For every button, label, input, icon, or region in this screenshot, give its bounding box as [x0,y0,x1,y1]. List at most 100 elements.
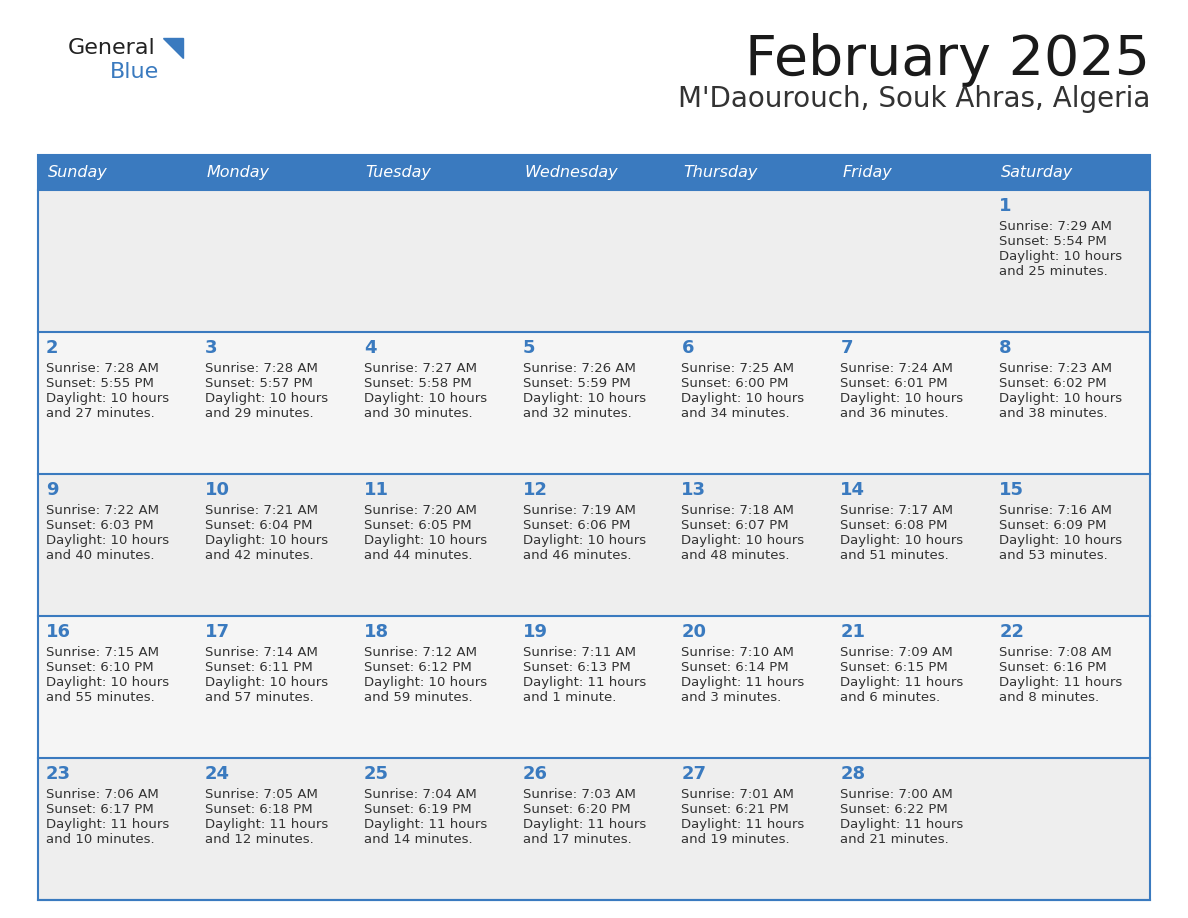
Text: and 46 minutes.: and 46 minutes. [523,549,631,562]
Text: Sunset: 6:06 PM: Sunset: 6:06 PM [523,519,630,532]
Text: Daylight: 10 hours: Daylight: 10 hours [46,392,169,405]
Text: 11: 11 [364,481,388,499]
Text: Daylight: 11 hours: Daylight: 11 hours [523,676,646,689]
Text: Sunset: 6:21 PM: Sunset: 6:21 PM [682,803,789,816]
Text: Sunrise: 7:11 AM: Sunrise: 7:11 AM [523,646,636,659]
Text: 4: 4 [364,339,377,357]
Text: 7: 7 [840,339,853,357]
Text: and 42 minutes.: and 42 minutes. [204,549,314,562]
Bar [38,474,1150,616]
Text: Sunrise: 7:17 AM: Sunrise: 7:17 AM [840,504,953,517]
Text: Daylight: 10 hours: Daylight: 10 hours [999,392,1123,405]
Text: M'Daourouch, Souk Ahras, Algeria: M'Daourouch, Souk Ahras, Algeria [677,85,1150,113]
Text: Sunset: 6:02 PM: Sunset: 6:02 PM [999,377,1107,390]
Text: Daylight: 10 hours: Daylight: 10 hours [840,534,963,547]
Text: Sunrise: 7:08 AM: Sunrise: 7:08 AM [999,646,1112,659]
Text: Sunset: 6:12 PM: Sunset: 6:12 PM [364,661,472,674]
Text: and 40 minutes.: and 40 minutes. [46,549,154,562]
Text: Sunset: 5:54 PM: Sunset: 5:54 PM [999,235,1107,248]
Text: Blue: Blue [110,62,159,82]
Polygon shape [163,38,183,58]
Text: 18: 18 [364,623,388,641]
Text: Sunrise: 7:05 AM: Sunrise: 7:05 AM [204,788,317,801]
Text: Sunrise: 7:09 AM: Sunrise: 7:09 AM [840,646,953,659]
Text: 6: 6 [682,339,694,357]
Text: Daylight: 11 hours: Daylight: 11 hours [204,818,328,831]
Text: Tuesday: Tuesday [366,165,431,180]
Text: Sunset: 6:13 PM: Sunset: 6:13 PM [523,661,631,674]
Text: Sunset: 5:57 PM: Sunset: 5:57 PM [204,377,312,390]
Text: Sunrise: 7:04 AM: Sunrise: 7:04 AM [364,788,476,801]
Text: General: General [68,38,156,58]
Text: Monday: Monday [207,165,270,180]
Text: and 6 minutes.: and 6 minutes. [840,691,941,704]
Bar [38,155,1150,900]
Text: and 27 minutes.: and 27 minutes. [46,407,154,420]
Text: Sunset: 6:05 PM: Sunset: 6:05 PM [364,519,472,532]
Text: Sunrise: 7:20 AM: Sunrise: 7:20 AM [364,504,476,517]
Text: Sunset: 6:07 PM: Sunset: 6:07 PM [682,519,789,532]
Text: Daylight: 11 hours: Daylight: 11 hours [682,676,804,689]
Text: Sunrise: 7:15 AM: Sunrise: 7:15 AM [46,646,159,659]
Text: and 1 minute.: and 1 minute. [523,691,615,704]
Text: and 8 minutes.: and 8 minutes. [999,691,1099,704]
Text: 14: 14 [840,481,865,499]
Bar [38,155,1150,190]
Text: 21: 21 [840,623,865,641]
Text: and 10 minutes.: and 10 minutes. [46,833,154,846]
Text: Sunrise: 7:18 AM: Sunrise: 7:18 AM [682,504,795,517]
Text: Sunrise: 7:25 AM: Sunrise: 7:25 AM [682,362,795,375]
Text: Sunset: 5:58 PM: Sunset: 5:58 PM [364,377,472,390]
Text: 17: 17 [204,623,229,641]
Text: Daylight: 11 hours: Daylight: 11 hours [999,676,1123,689]
Text: Sunrise: 7:23 AM: Sunrise: 7:23 AM [999,362,1112,375]
Text: 26: 26 [523,765,548,783]
Text: Daylight: 10 hours: Daylight: 10 hours [999,534,1123,547]
Text: Daylight: 11 hours: Daylight: 11 hours [46,818,169,831]
Text: Daylight: 11 hours: Daylight: 11 hours [364,818,487,831]
Text: Sunset: 6:18 PM: Sunset: 6:18 PM [204,803,312,816]
Text: Sunday: Sunday [48,165,108,180]
Text: Sunrise: 7:01 AM: Sunrise: 7:01 AM [682,788,795,801]
Text: Sunrise: 7:27 AM: Sunrise: 7:27 AM [364,362,476,375]
Text: Sunset: 6:09 PM: Sunset: 6:09 PM [999,519,1107,532]
Text: Daylight: 10 hours: Daylight: 10 hours [682,392,804,405]
Text: Sunset: 6:14 PM: Sunset: 6:14 PM [682,661,789,674]
Text: Daylight: 11 hours: Daylight: 11 hours [840,818,963,831]
Text: 22: 22 [999,623,1024,641]
Text: Sunrise: 7:19 AM: Sunrise: 7:19 AM [523,504,636,517]
Text: Sunset: 6:20 PM: Sunset: 6:20 PM [523,803,630,816]
Text: Daylight: 10 hours: Daylight: 10 hours [364,676,487,689]
Text: 23: 23 [46,765,71,783]
Text: Sunrise: 7:29 AM: Sunrise: 7:29 AM [999,220,1112,233]
Text: and 14 minutes.: and 14 minutes. [364,833,473,846]
Text: Sunset: 6:04 PM: Sunset: 6:04 PM [204,519,312,532]
Text: 3: 3 [204,339,217,357]
Text: and 44 minutes.: and 44 minutes. [364,549,472,562]
Bar [38,616,1150,758]
Text: Daylight: 10 hours: Daylight: 10 hours [46,676,169,689]
Text: and 48 minutes.: and 48 minutes. [682,549,790,562]
Text: and 57 minutes.: and 57 minutes. [204,691,314,704]
Text: Daylight: 10 hours: Daylight: 10 hours [682,534,804,547]
Text: Daylight: 10 hours: Daylight: 10 hours [364,392,487,405]
Text: Sunrise: 7:21 AM: Sunrise: 7:21 AM [204,504,318,517]
Text: and 17 minutes.: and 17 minutes. [523,833,631,846]
Text: Sunrise: 7:22 AM: Sunrise: 7:22 AM [46,504,159,517]
Text: Sunrise: 7:03 AM: Sunrise: 7:03 AM [523,788,636,801]
Text: 24: 24 [204,765,229,783]
Text: 12: 12 [523,481,548,499]
Text: Sunrise: 7:28 AM: Sunrise: 7:28 AM [46,362,159,375]
Text: 8: 8 [999,339,1012,357]
Text: 28: 28 [840,765,865,783]
Text: Sunset: 6:15 PM: Sunset: 6:15 PM [840,661,948,674]
Text: Daylight: 11 hours: Daylight: 11 hours [840,676,963,689]
Text: and 59 minutes.: and 59 minutes. [364,691,473,704]
Text: Sunset: 5:55 PM: Sunset: 5:55 PM [46,377,154,390]
Text: 9: 9 [46,481,58,499]
Text: and 3 minutes.: and 3 minutes. [682,691,782,704]
Text: Sunset: 6:10 PM: Sunset: 6:10 PM [46,661,153,674]
Text: and 30 minutes.: and 30 minutes. [364,407,473,420]
Text: Sunset: 6:16 PM: Sunset: 6:16 PM [999,661,1107,674]
Text: Sunrise: 7:16 AM: Sunrise: 7:16 AM [999,504,1112,517]
